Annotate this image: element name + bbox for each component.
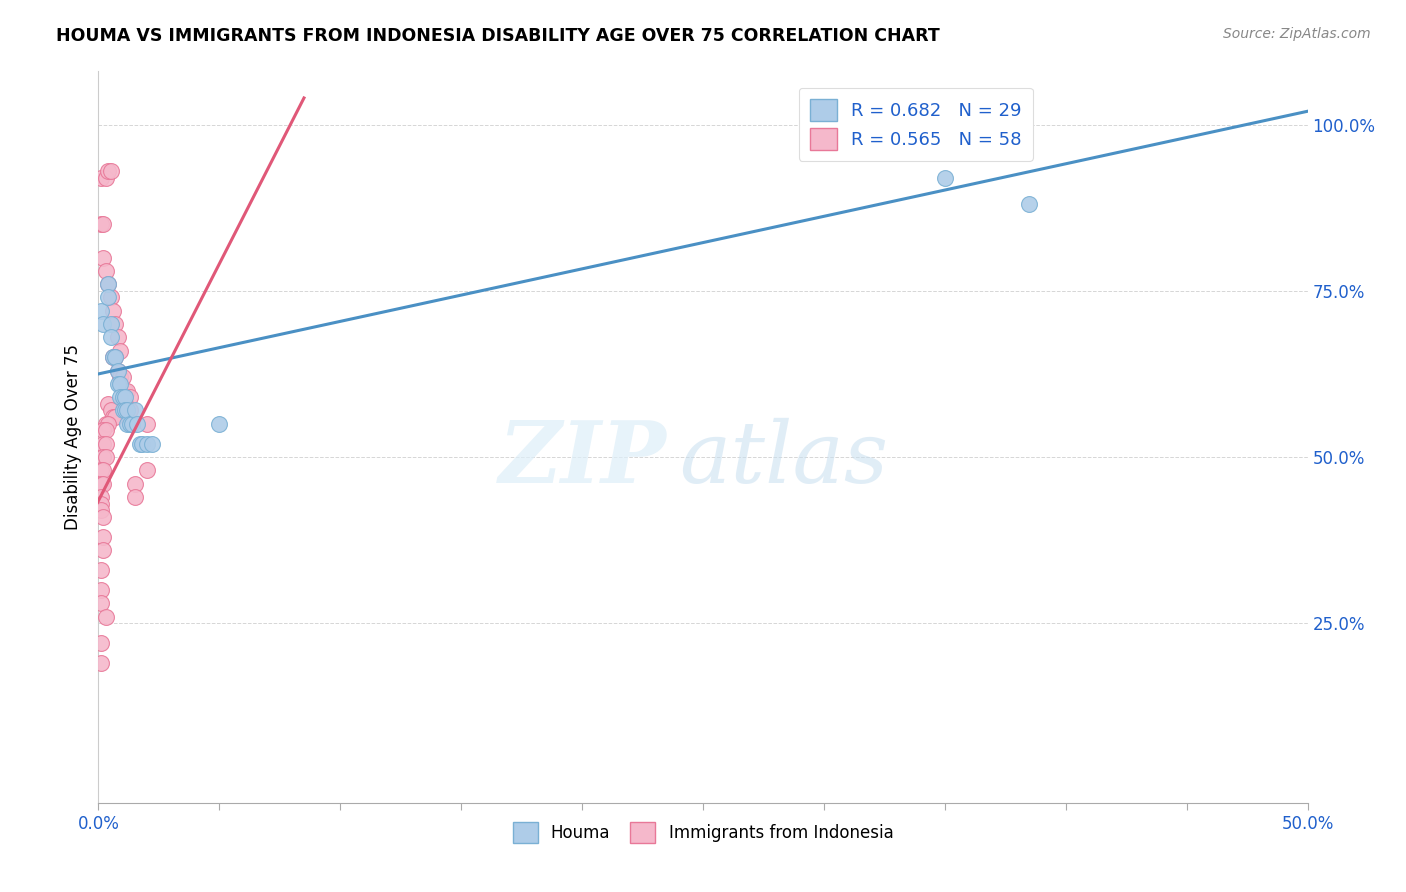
Point — [97, 164, 120, 178]
Text: atlas: atlas — [679, 417, 889, 500]
Point — [111, 390, 134, 404]
Point — [101, 303, 124, 318]
Point — [90, 582, 112, 597]
Point — [94, 609, 117, 624]
Point — [91, 543, 114, 558]
Point — [100, 403, 122, 417]
Point — [91, 450, 114, 464]
Point — [90, 503, 112, 517]
Point — [117, 403, 139, 417]
Point — [94, 436, 117, 450]
Point — [934, 170, 956, 185]
Point — [94, 264, 117, 278]
Point — [90, 656, 112, 670]
Point — [94, 417, 117, 431]
Point — [114, 397, 136, 411]
Point — [117, 417, 139, 431]
Point — [97, 277, 120, 292]
Point — [97, 277, 120, 292]
Legend: Houma, Immigrants from Indonesia: Houma, Immigrants from Indonesia — [506, 815, 900, 849]
Point — [114, 390, 136, 404]
Point — [135, 436, 157, 450]
Point — [107, 363, 129, 377]
Point — [111, 370, 134, 384]
Point — [118, 417, 141, 431]
Point — [94, 450, 117, 464]
Point — [91, 424, 114, 438]
Point — [90, 217, 112, 231]
Point — [90, 476, 112, 491]
Text: Source: ZipAtlas.com: Source: ZipAtlas.com — [1223, 27, 1371, 41]
Point — [100, 330, 122, 344]
Text: HOUMA VS IMMIGRANTS FROM INDONESIA DISABILITY AGE OVER 75 CORRELATION CHART: HOUMA VS IMMIGRANTS FROM INDONESIA DISAB… — [56, 27, 941, 45]
Point — [118, 390, 141, 404]
Point — [90, 170, 112, 185]
Point — [108, 390, 131, 404]
Point — [94, 424, 117, 438]
Point — [111, 397, 134, 411]
Point — [208, 417, 231, 431]
Point — [111, 403, 134, 417]
Point — [91, 463, 114, 477]
Point — [107, 330, 129, 344]
Point — [104, 410, 127, 425]
Point — [90, 596, 112, 610]
Point — [91, 530, 114, 544]
Point — [128, 436, 150, 450]
Point — [135, 463, 157, 477]
Point — [90, 636, 112, 650]
Point — [124, 476, 146, 491]
Point — [121, 417, 143, 431]
Point — [124, 403, 146, 417]
Point — [100, 317, 122, 331]
Point — [101, 351, 124, 365]
Point — [108, 343, 131, 358]
Point — [135, 417, 157, 431]
Point — [91, 251, 114, 265]
Point — [124, 490, 146, 504]
Text: ZIP: ZIP — [499, 417, 666, 500]
Point — [104, 317, 127, 331]
Point — [108, 370, 131, 384]
Point — [131, 436, 153, 450]
Point — [104, 351, 127, 365]
Point — [107, 363, 129, 377]
Point — [94, 170, 117, 185]
Point — [1018, 197, 1040, 211]
Point — [91, 509, 114, 524]
Point — [117, 384, 139, 398]
Point — [97, 417, 120, 431]
Point — [101, 351, 124, 365]
Point — [97, 290, 120, 304]
Point — [97, 397, 120, 411]
Point — [101, 410, 124, 425]
Point — [108, 376, 131, 391]
Point — [114, 403, 136, 417]
Point — [107, 376, 129, 391]
Point — [100, 290, 122, 304]
Point — [100, 164, 122, 178]
Point — [90, 303, 112, 318]
Point — [90, 463, 112, 477]
Point — [104, 351, 127, 365]
Point — [91, 217, 114, 231]
Point — [118, 403, 141, 417]
Point — [90, 490, 112, 504]
Point — [91, 317, 114, 331]
Point — [91, 476, 114, 491]
Point — [117, 403, 139, 417]
Point — [90, 563, 112, 577]
Point — [90, 497, 112, 511]
Point — [141, 436, 163, 450]
Point — [91, 436, 114, 450]
Y-axis label: Disability Age Over 75: Disability Age Over 75 — [65, 344, 83, 530]
Point — [114, 384, 136, 398]
Point — [127, 417, 149, 431]
